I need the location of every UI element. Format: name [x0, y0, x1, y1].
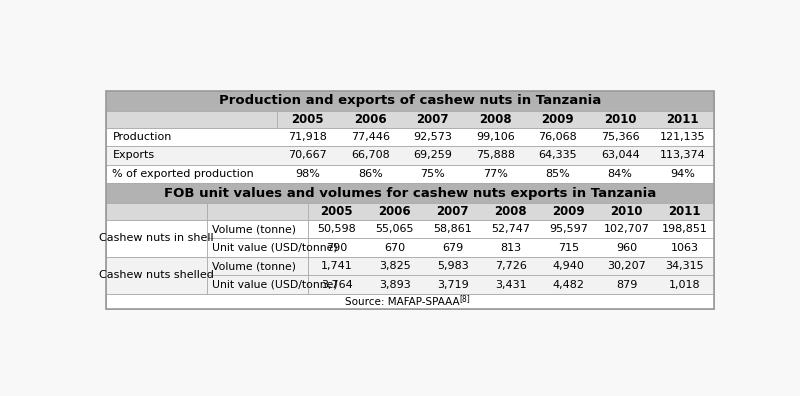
- Text: 2008: 2008: [479, 112, 511, 126]
- Bar: [106, 294, 714, 309]
- Bar: [106, 146, 714, 165]
- Text: 92,573: 92,573: [414, 132, 452, 142]
- Text: 3,893: 3,893: [379, 280, 410, 290]
- Text: 3,764: 3,764: [321, 280, 353, 290]
- Text: Production: Production: [112, 132, 172, 142]
- Text: 715: 715: [558, 243, 579, 253]
- Text: 679: 679: [442, 243, 463, 253]
- Text: 102,707: 102,707: [604, 224, 650, 234]
- Text: 75%: 75%: [421, 169, 445, 179]
- Text: 71,918: 71,918: [289, 132, 327, 142]
- Text: 63,044: 63,044: [601, 150, 639, 160]
- Text: 75,366: 75,366: [601, 132, 639, 142]
- Text: 2009: 2009: [553, 205, 585, 218]
- Bar: [207, 257, 308, 276]
- Text: 52,747: 52,747: [491, 224, 530, 234]
- Bar: [106, 183, 714, 203]
- Bar: [106, 110, 714, 128]
- Text: 2010: 2010: [604, 112, 636, 126]
- Text: 2007: 2007: [437, 205, 469, 218]
- Text: 2006: 2006: [378, 205, 411, 218]
- Text: 30,207: 30,207: [607, 261, 646, 271]
- Text: Exports: Exports: [112, 150, 154, 160]
- Text: 2007: 2007: [417, 112, 449, 126]
- Text: 1,741: 1,741: [321, 261, 353, 271]
- Text: 5,983: 5,983: [437, 261, 469, 271]
- Text: 66,708: 66,708: [351, 150, 390, 160]
- Text: 7,726: 7,726: [495, 261, 526, 271]
- Bar: [308, 220, 714, 238]
- Text: 2005: 2005: [320, 205, 353, 218]
- Text: 50,598: 50,598: [318, 224, 356, 234]
- Text: % of exported production: % of exported production: [112, 169, 254, 179]
- Text: Cashew nuts shelled: Cashew nuts shelled: [99, 270, 214, 280]
- Bar: [106, 110, 277, 128]
- Text: FOB unit values and volumes for cashew nuts exports in Tanzania: FOB unit values and volumes for cashew n…: [164, 187, 656, 200]
- Text: 960: 960: [616, 243, 638, 253]
- Text: 3,431: 3,431: [495, 280, 526, 290]
- Text: 3,719: 3,719: [437, 280, 469, 290]
- Text: 790: 790: [326, 243, 347, 253]
- Text: 55,065: 55,065: [375, 224, 414, 234]
- Text: 94%: 94%: [670, 169, 695, 179]
- Text: 77%: 77%: [483, 169, 508, 179]
- Text: 1,018: 1,018: [669, 280, 701, 290]
- Text: 670: 670: [384, 243, 406, 253]
- Text: 2011: 2011: [666, 112, 699, 126]
- Bar: [106, 128, 714, 146]
- Text: 34,315: 34,315: [666, 261, 704, 271]
- Text: 1063: 1063: [670, 243, 698, 253]
- Text: Volume (tonne): Volume (tonne): [211, 261, 296, 271]
- Bar: [106, 203, 714, 220]
- Text: 64,335: 64,335: [538, 150, 577, 160]
- Text: 75,888: 75,888: [476, 150, 514, 160]
- Bar: [106, 165, 714, 183]
- Text: 2005: 2005: [292, 112, 324, 126]
- Text: 4,940: 4,940: [553, 261, 585, 271]
- Text: 813: 813: [500, 243, 522, 253]
- Text: 2009: 2009: [542, 112, 574, 126]
- Text: 113,374: 113,374: [660, 150, 706, 160]
- Bar: [308, 257, 714, 276]
- Text: 2006: 2006: [354, 112, 386, 126]
- Text: 95,597: 95,597: [550, 224, 588, 234]
- Text: 70,667: 70,667: [289, 150, 327, 160]
- Bar: [106, 257, 207, 294]
- Text: 2008: 2008: [494, 205, 527, 218]
- Text: Source: MAFAP-SPAAA: Source: MAFAP-SPAAA: [345, 297, 459, 307]
- Bar: [207, 238, 308, 257]
- Text: [8]: [8]: [459, 294, 470, 303]
- Text: 84%: 84%: [608, 169, 633, 179]
- Text: Unit value (USD/tonne): Unit value (USD/tonne): [211, 280, 338, 290]
- Bar: [106, 91, 714, 110]
- Text: 85%: 85%: [546, 169, 570, 179]
- Bar: [106, 91, 714, 309]
- Bar: [106, 220, 207, 257]
- Text: Production and exports of cashew nuts in Tanzania: Production and exports of cashew nuts in…: [219, 94, 601, 107]
- Text: 879: 879: [616, 280, 638, 290]
- Text: 77,446: 77,446: [351, 132, 390, 142]
- Text: 69,259: 69,259: [414, 150, 452, 160]
- Bar: [207, 276, 308, 294]
- Text: 2011: 2011: [669, 205, 701, 218]
- Bar: [207, 203, 308, 220]
- Text: 3,825: 3,825: [379, 261, 410, 271]
- Text: 99,106: 99,106: [476, 132, 514, 142]
- Text: 98%: 98%: [295, 169, 320, 179]
- Text: 58,861: 58,861: [434, 224, 472, 234]
- Text: Unit value (USD/tonne): Unit value (USD/tonne): [211, 243, 338, 253]
- Text: 4,482: 4,482: [553, 280, 585, 290]
- Text: 2010: 2010: [610, 205, 643, 218]
- Bar: [207, 220, 308, 238]
- Text: 198,851: 198,851: [662, 224, 708, 234]
- Bar: [106, 203, 207, 220]
- Text: 86%: 86%: [358, 169, 382, 179]
- Text: 121,135: 121,135: [660, 132, 706, 142]
- Bar: [308, 276, 714, 294]
- Text: Cashew nuts in shell: Cashew nuts in shell: [99, 234, 214, 244]
- Text: Volume (tonne): Volume (tonne): [211, 224, 296, 234]
- Bar: [308, 238, 714, 257]
- Text: 76,068: 76,068: [538, 132, 577, 142]
